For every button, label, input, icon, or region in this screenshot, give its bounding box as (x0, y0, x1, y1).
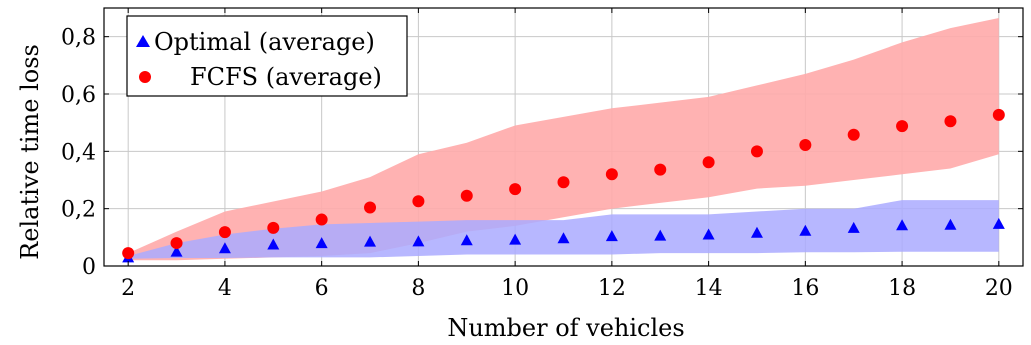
x-tick-label: 14 (695, 276, 723, 301)
fcfs-point (218, 226, 231, 239)
optimal-point (460, 234, 473, 246)
fcfs-point (557, 176, 570, 189)
fcfs-point (315, 213, 328, 226)
fcfs-point (799, 139, 812, 152)
optimal-point (799, 224, 812, 236)
y-tick-label: 0 (82, 255, 96, 280)
fcfs-point (170, 237, 183, 250)
bands (128, 18, 999, 261)
optimal-point (702, 228, 715, 240)
fcfs-point (267, 221, 280, 234)
optimal-point (509, 233, 522, 245)
y-tick-label: 0,2 (61, 198, 96, 223)
optimal-point (654, 229, 667, 241)
y-axis-label: Relative time loss (16, 44, 44, 260)
optimal-point (944, 218, 957, 230)
x-tick-label: 18 (888, 276, 916, 301)
legend-label-fcfs: FCFS (average) (190, 63, 382, 91)
ticks: 2 4 6 8 10 12 14 16 18 20 0 0,2 0,4 0,6 0,8 (61, 8, 1023, 301)
fcfs-point (750, 145, 763, 158)
optimal-point (992, 217, 1005, 229)
optimal-point (315, 237, 328, 249)
fcfs-point (847, 128, 860, 141)
legend-label-optimal: Optimal (average) (154, 28, 375, 56)
fcfs-point (654, 163, 667, 176)
optimal-point (267, 238, 280, 250)
optimal-point (896, 219, 909, 231)
optimal-point (557, 232, 570, 244)
fcfs-point (605, 168, 618, 181)
y-tick-label: 0,8 (61, 26, 96, 51)
legend-marker-optimal-triangle-icon (136, 35, 150, 47)
optimal-point (750, 226, 763, 238)
legend-box (126, 15, 408, 97)
optimal-point (364, 235, 377, 247)
fcfs-point (992, 108, 1005, 121)
fcfs-point (509, 183, 522, 196)
optimal-point (605, 230, 618, 242)
fcfs-point (896, 120, 909, 133)
optimal-point (412, 235, 425, 247)
legend: Optimal (average) FCFS (average) (126, 15, 408, 97)
fcfs-point (460, 189, 473, 202)
fcfs-band (128, 18, 999, 261)
x-tick-label: 10 (501, 276, 529, 301)
x-tick-label: 2 (121, 276, 135, 301)
x-tick-label: 4 (218, 276, 232, 301)
points (122, 108, 1005, 263)
y-tick-label: 0,6 (61, 83, 96, 108)
fcfs-point (412, 195, 425, 208)
x-tick-label: 16 (791, 276, 819, 301)
x-tick-label: 12 (598, 276, 626, 301)
x-axis-label: Number of vehicles (447, 314, 684, 342)
fcfs-point (702, 156, 715, 169)
plot-frame (103, 7, 1024, 267)
legend-marker-fcfs-circle-icon (139, 71, 151, 83)
x-tick-label: 6 (315, 276, 329, 301)
optimal-point (170, 245, 183, 257)
fcfs-point (944, 115, 957, 128)
x-tick-label: 20 (985, 276, 1013, 301)
fcfs-point (364, 201, 377, 214)
fcfs-point (122, 247, 135, 260)
optimal-point (847, 221, 860, 233)
optimal-point (218, 242, 231, 254)
optimal-band (128, 200, 999, 259)
x-tick-label: 8 (411, 276, 425, 301)
y-tick-label: 0,4 (61, 140, 96, 165)
